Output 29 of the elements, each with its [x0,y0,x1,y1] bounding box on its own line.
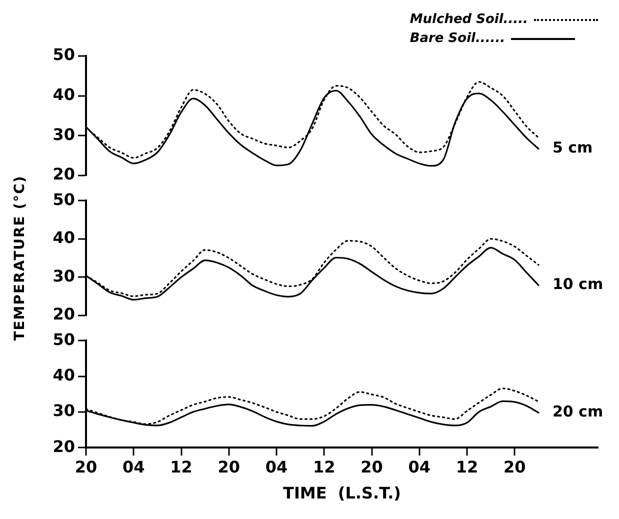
y-tick-label: 40 [52,228,75,248]
x-tick-label: 12 [456,457,478,476]
x-tick-label: 20 [74,457,98,476]
x-axis-title: TIME (L.S.T.) [283,484,401,503]
x-tick-label: 20 [360,457,383,476]
y-tick-label: 40 [52,365,75,384]
y-tick-label: 30 [52,124,75,144]
y-axis-title: TEMPERATURE (°C) [12,175,28,341]
y-tick-label: 50 [52,190,75,209]
y-tick-label: 50 [52,330,75,349]
y-tick-label: 20 [52,164,75,184]
y-tick-label: 30 [52,266,75,286]
y-tick-label: 50 [52,45,75,64]
annotation: 20 cm [552,402,604,421]
annotation: 10 cm [552,275,604,294]
x-tick-label: 04 [122,457,145,476]
legend-label: Mulched Soil..... [410,12,528,27]
y-tick-label: 30 [52,401,75,420]
x-tick-label: 04 [408,457,431,476]
x-tick-label: 20 [218,457,240,476]
y-tick-label: 20 [52,304,75,324]
legend-label: Bare Soil...... [410,31,506,46]
x-tick-label: 12 [170,457,192,476]
annotation: 5 cm [552,138,593,157]
x-tick-label: 20 [504,457,526,476]
x-tick-label: 04 [265,457,288,476]
y-tick-label: 40 [52,84,75,104]
y-tick-label: 20 [52,436,75,456]
x-tick-label: 12 [313,457,336,476]
